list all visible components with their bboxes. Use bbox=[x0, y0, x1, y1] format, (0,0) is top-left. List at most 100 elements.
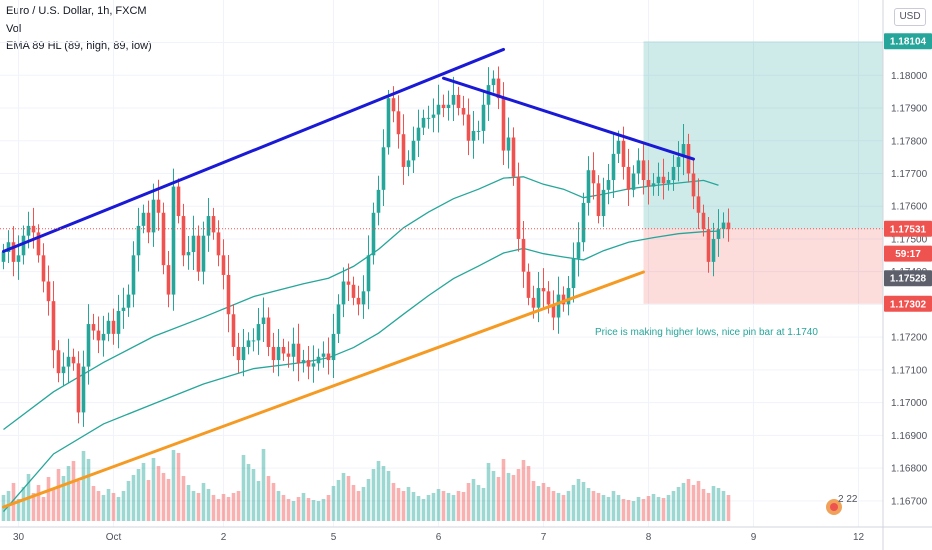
symbol-title[interactable]: Euro / U.S. Dollar, 1h, FXCM bbox=[6, 5, 147, 17]
candle-body bbox=[216, 232, 221, 256]
candle-body bbox=[646, 180, 651, 187]
candle-body bbox=[406, 160, 411, 167]
candle-body bbox=[351, 284, 356, 298]
volume-bar bbox=[316, 501, 321, 521]
candle-body bbox=[451, 94, 456, 105]
volume-bar bbox=[526, 466, 531, 521]
candle-body bbox=[616, 140, 621, 154]
volume-bar bbox=[361, 487, 366, 521]
candle-body bbox=[141, 212, 146, 226]
candle-body bbox=[626, 166, 631, 190]
volume-bar bbox=[511, 475, 516, 521]
volume-bar bbox=[246, 464, 251, 521]
candle-body bbox=[661, 176, 666, 184]
volume-bar bbox=[726, 495, 731, 521]
candle-body bbox=[151, 199, 156, 233]
candle-body bbox=[251, 340, 256, 342]
candle-body bbox=[596, 183, 601, 217]
volume-bar bbox=[681, 483, 686, 521]
volume-bar bbox=[121, 491, 126, 521]
candle-body bbox=[166, 265, 171, 295]
volume-bar bbox=[141, 463, 146, 521]
candle-body bbox=[586, 170, 591, 203]
volume-legend[interactable]: Vol bbox=[6, 23, 22, 35]
economic-event-count: 2 22 bbox=[838, 494, 858, 505]
candle-body bbox=[96, 330, 101, 341]
volume-bar bbox=[491, 471, 496, 521]
candle-body bbox=[146, 212, 151, 233]
candle-body bbox=[666, 180, 671, 184]
price-tick-label: 1.17100 bbox=[891, 365, 928, 376]
currency-button[interactable]: USD bbox=[894, 8, 926, 26]
candle-body bbox=[86, 324, 91, 367]
volume-bar bbox=[436, 489, 441, 521]
volume-bar bbox=[506, 473, 511, 521]
candle-body bbox=[551, 304, 556, 318]
volume-bar bbox=[136, 469, 141, 521]
candle-body bbox=[231, 314, 236, 347]
volume-bar bbox=[576, 479, 581, 521]
volume-bar bbox=[336, 480, 341, 521]
candle-body bbox=[511, 137, 516, 177]
candle-body bbox=[46, 281, 51, 302]
volume-bar bbox=[596, 493, 601, 521]
volume-bar bbox=[666, 495, 671, 521]
candle-body bbox=[266, 317, 271, 347]
candle-body bbox=[341, 281, 346, 305]
volume-bar bbox=[591, 491, 596, 521]
ema-low-line bbox=[3, 230, 719, 513]
price-tick-label: 1.17200 bbox=[891, 333, 928, 344]
volume-bar bbox=[426, 495, 431, 521]
economic-events[interactable]: 2 22 bbox=[824, 494, 858, 517]
candle-body bbox=[186, 252, 191, 256]
volume-bar bbox=[571, 485, 576, 521]
volume-bar bbox=[71, 461, 76, 521]
ema-high-line bbox=[3, 176, 719, 431]
candle-body bbox=[691, 173, 696, 197]
candle-body bbox=[206, 216, 211, 236]
candle-body bbox=[1, 252, 6, 262]
volume-bar bbox=[131, 475, 136, 521]
chart-annotation[interactable]: Price is making higher lows, nice pin ba… bbox=[595, 327, 818, 338]
candle-body bbox=[696, 196, 701, 213]
candle-body bbox=[436, 104, 441, 115]
candle-body bbox=[526, 271, 531, 298]
candle-body bbox=[676, 157, 681, 167]
time-tick-label: 30 bbox=[13, 532, 25, 543]
candle-body bbox=[51, 301, 56, 351]
candle-body bbox=[91, 324, 96, 331]
candle-body bbox=[16, 255, 21, 262]
candle-body bbox=[446, 104, 451, 109]
candle-body bbox=[641, 160, 646, 181]
candle-body bbox=[491, 78, 496, 86]
annotation-layer: Price is making higher lows, nice pin ba… bbox=[595, 327, 818, 338]
volume-bar bbox=[631, 501, 636, 521]
volume-bar bbox=[536, 486, 541, 521]
candle-body bbox=[36, 232, 41, 256]
candle-body bbox=[581, 202, 586, 243]
price-badge-target-label: 1.18104 bbox=[890, 37, 927, 48]
volume-bar bbox=[266, 476, 271, 521]
price-badge-last bbox=[884, 220, 932, 237]
volume-bar bbox=[486, 463, 491, 521]
volume-bars bbox=[1, 449, 731, 521]
candle-body bbox=[81, 366, 86, 413]
time-tick-label: 8 bbox=[646, 532, 652, 543]
candle-body bbox=[171, 186, 176, 295]
candle-body bbox=[336, 304, 341, 334]
candle-body bbox=[386, 98, 391, 148]
candle-body bbox=[291, 343, 296, 357]
candle-body bbox=[671, 166, 676, 181]
volume-bar bbox=[41, 497, 46, 521]
price-tick-label: 1.16800 bbox=[891, 464, 928, 475]
candle-body bbox=[576, 242, 581, 259]
volume-bar bbox=[161, 473, 166, 521]
price-badge-stop bbox=[884, 295, 932, 312]
candle-body bbox=[506, 137, 511, 151]
candle-body bbox=[476, 130, 481, 132]
candle-body bbox=[706, 229, 711, 262]
volume-bar bbox=[261, 449, 266, 521]
candle-body bbox=[496, 78, 501, 99]
candle-body bbox=[701, 212, 706, 230]
